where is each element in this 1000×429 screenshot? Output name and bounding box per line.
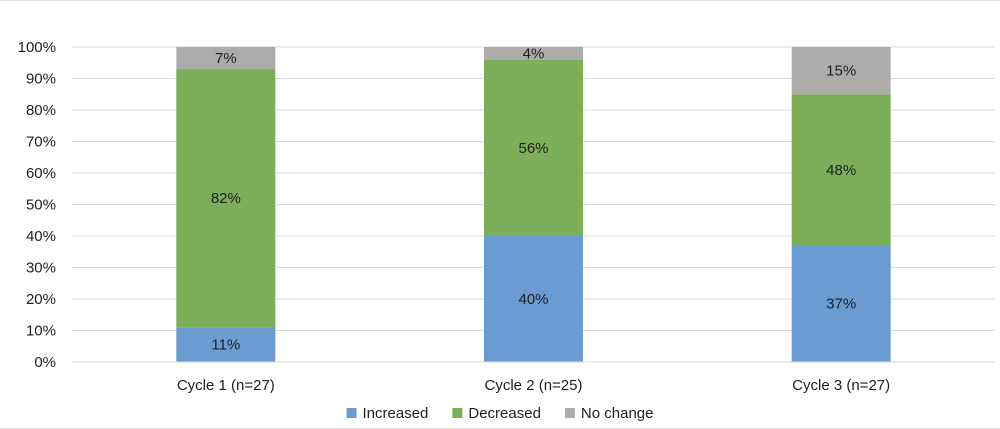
data-label: 40%	[518, 291, 548, 308]
y-tick-label: 80%	[26, 102, 56, 119]
y-tick-label: 70%	[26, 134, 56, 151]
x-category-label: Cycle 3 (n=27)	[792, 377, 890, 394]
data-label: 48%	[826, 162, 856, 179]
y-tick-label: 20%	[26, 291, 56, 308]
bar-segment	[176, 69, 276, 328]
legend-swatch	[564, 408, 575, 418]
legend-label: Decreased	[468, 405, 541, 422]
bar-segment	[484, 59, 583, 236]
data-label: 7%	[215, 50, 237, 67]
legend-label: Increased	[363, 405, 429, 422]
x-axis: Cycle 1 (n=27) Cycle 2 (n=25) Cycle 3 (n=2…	[72, 361, 995, 394]
legend-swatch	[346, 408, 357, 418]
y-tick-label: 30%	[26, 260, 56, 277]
bar-segment	[176, 327, 276, 362]
bar-segment	[791, 94, 891, 246]
legend: Increased Decreased No change	[346, 405, 654, 422]
y-tick-label: 0%	[34, 354, 56, 371]
bar-segment	[791, 47, 891, 95]
x-category-label: Cycle 1 (n=27)	[177, 377, 275, 394]
bar-segment	[791, 245, 891, 362]
data-label: 4%	[523, 45, 545, 62]
data-label: 56%	[518, 140, 548, 157]
legend-swatch	[452, 408, 463, 418]
y-tick-label: 50%	[26, 197, 56, 214]
data-label: 37%	[826, 296, 856, 313]
bar-segment	[176, 47, 276, 70]
y-tick-label: 10%	[26, 323, 56, 340]
y-tick-label: 60%	[26, 165, 56, 182]
legend-label: No change	[581, 405, 654, 422]
y-axis: 0% 10% 20% 30% 40% 50% 60% 70% 80% 90% 100%	[18, 39, 56, 371]
data-label: 11%	[211, 337, 240, 354]
bar-segment	[484, 47, 583, 60]
y-tick-label: 90%	[26, 71, 56, 88]
data-label: 82%	[211, 190, 241, 207]
y-tick-label: 100%	[18, 39, 56, 56]
data-label: 15%	[826, 63, 856, 80]
x-category-label: Cycle 2 (n=25)	[485, 377, 583, 394]
bars: 11% 82% 7% 40% 56% 4% 37% 48% 15%	[176, 45, 891, 362]
bar-segment	[484, 236, 583, 362]
y-tick-label: 40%	[26, 228, 56, 245]
